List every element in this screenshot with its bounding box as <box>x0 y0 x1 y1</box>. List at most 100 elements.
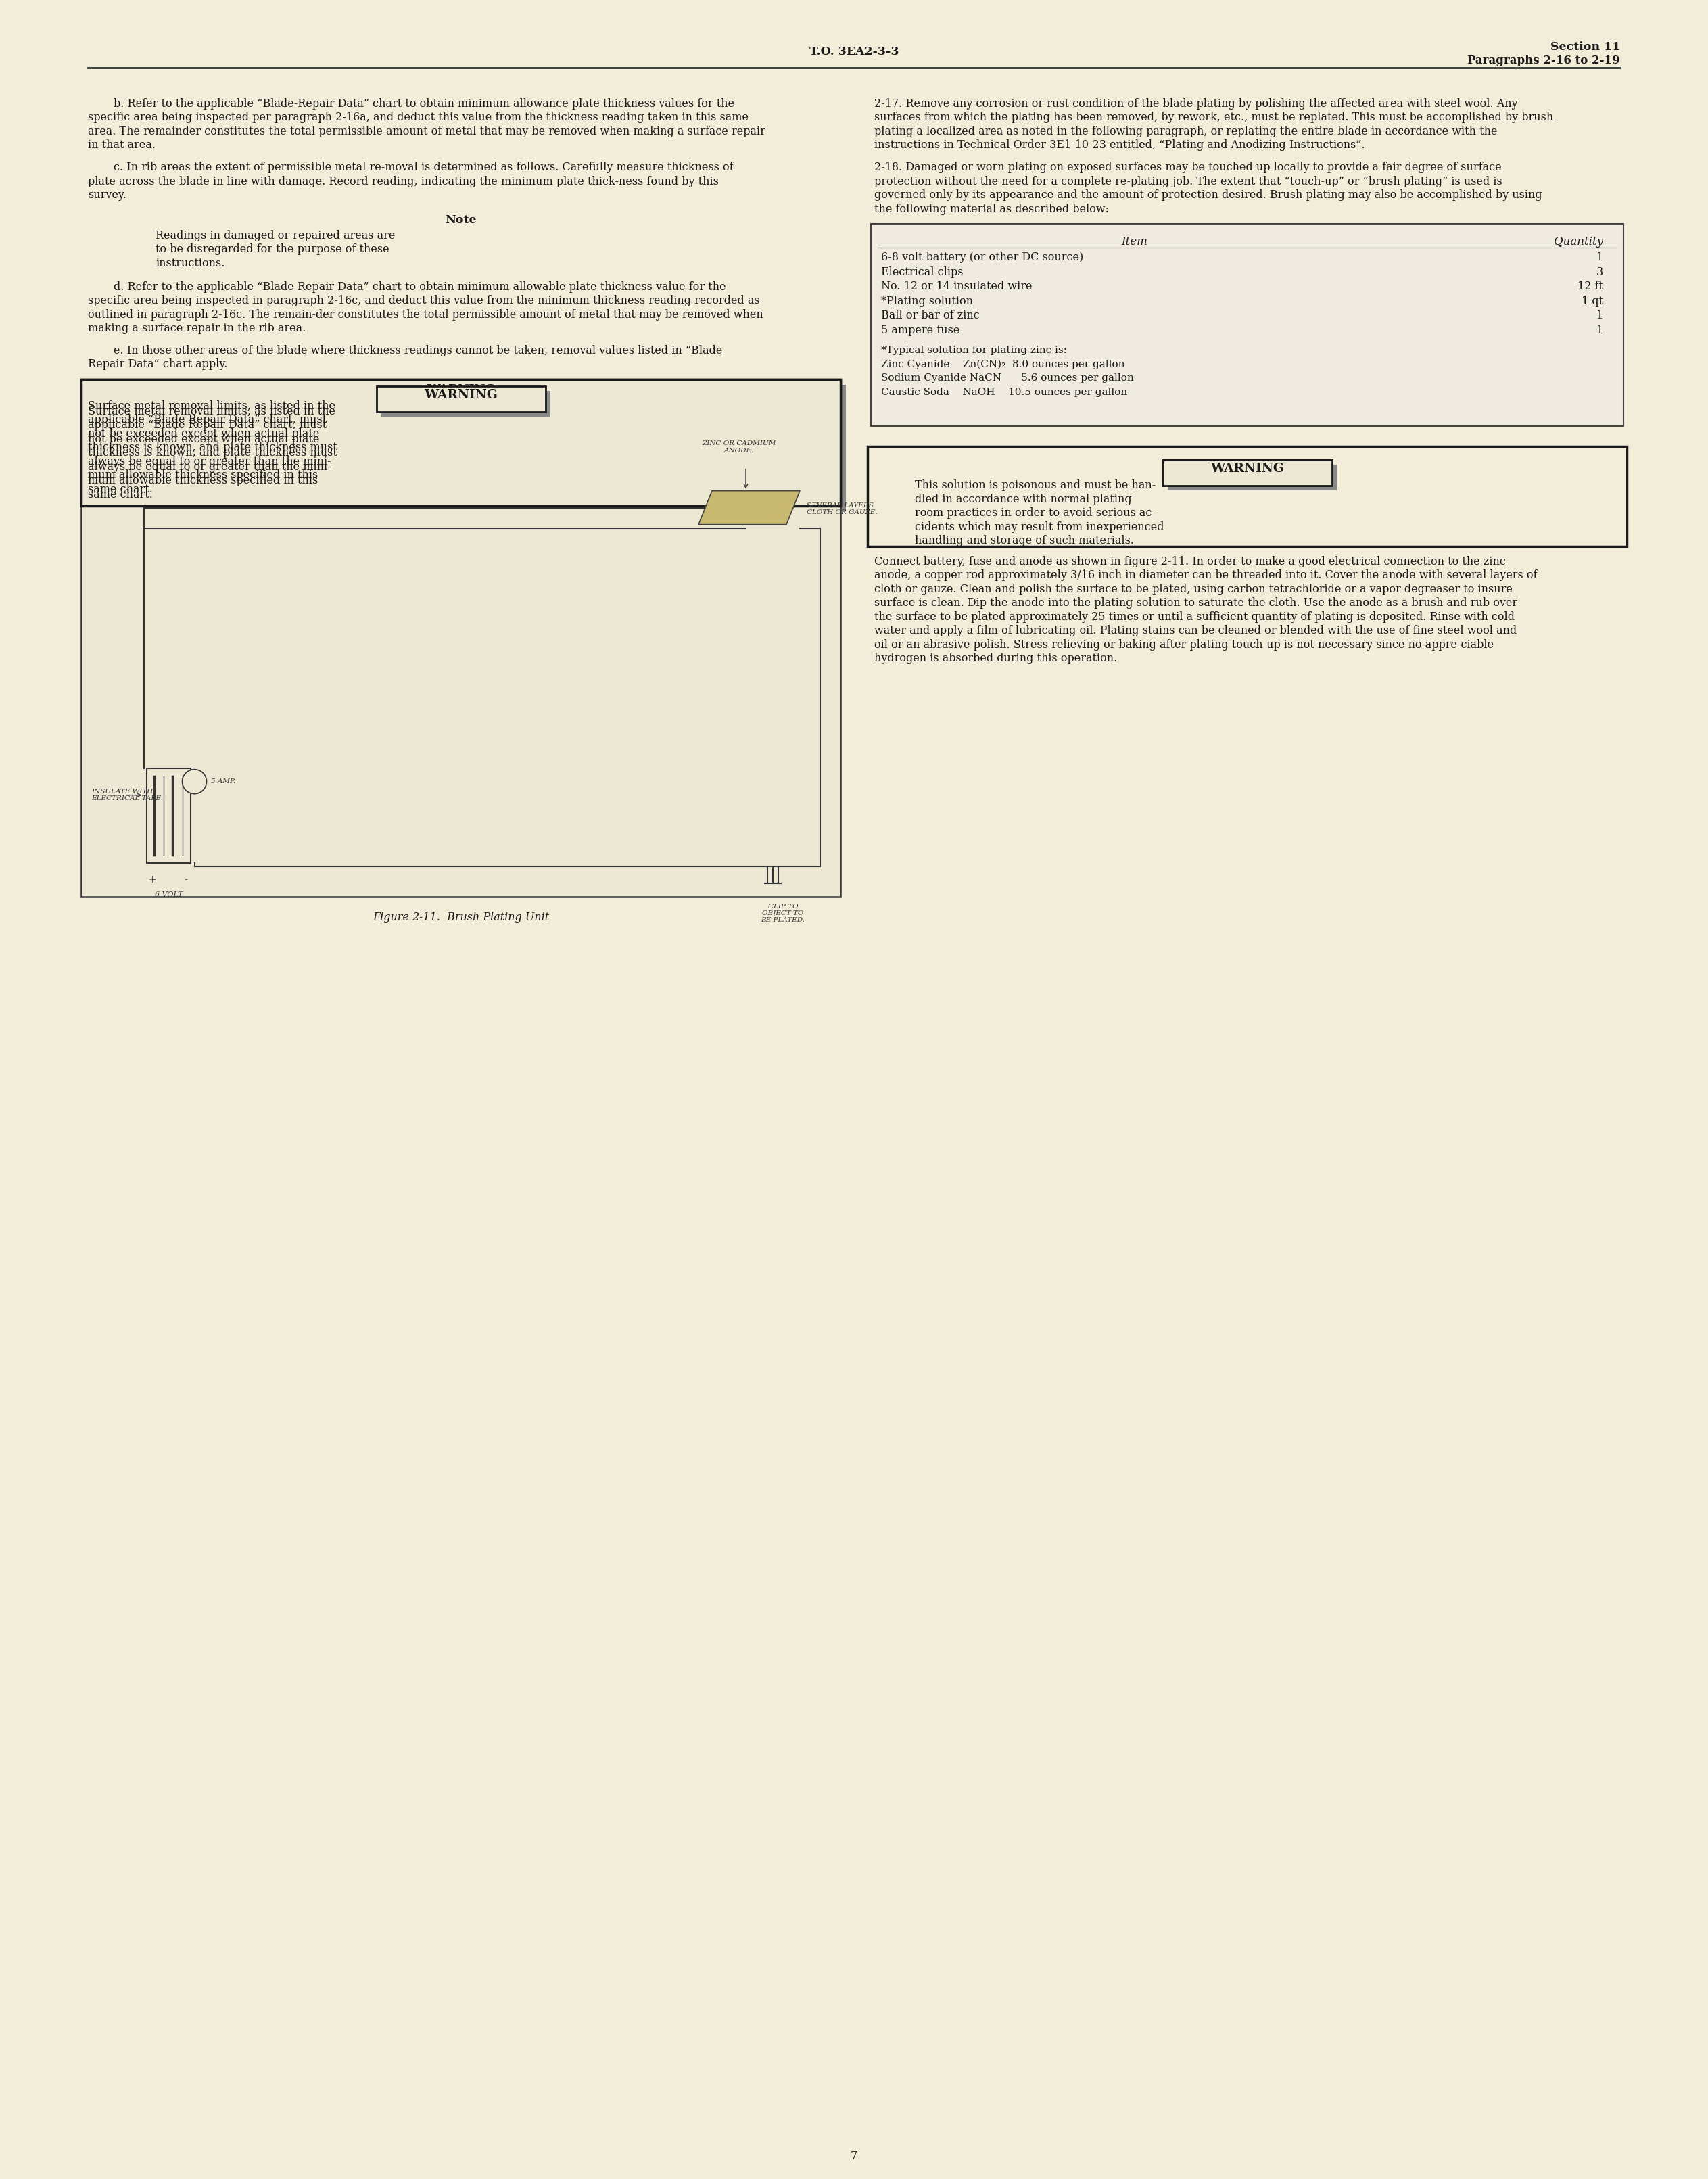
Text: 1: 1 <box>1597 251 1604 264</box>
Text: anode, a copper rod approximately 3/16 inch in diameter can be threaded into it.: anode, a copper rod approximately 3/16 i… <box>874 569 1537 582</box>
Text: CLIP TO
OBJECT TO
BE PLATED.: CLIP TO OBJECT TO BE PLATED. <box>762 904 804 924</box>
Text: same chart.: same chart. <box>87 484 152 495</box>
Text: b. Refer to the applicable “Blade-Repair Data” chart to obtain minimum allowance: b. Refer to the applicable “Blade-Repair… <box>114 98 734 109</box>
Text: 1: 1 <box>1597 309 1604 320</box>
Text: -: - <box>184 876 188 885</box>
Text: cidents which may result from inexperienced: cidents which may result from inexperien… <box>915 521 1165 532</box>
Text: This solution is poisonous and must be han-: This solution is poisonous and must be h… <box>915 479 1156 490</box>
Text: oil or an abrasive polish. Stress relieving or baking after plating touch-up is : oil or an abrasive polish. Stress reliev… <box>874 638 1494 652</box>
Text: 6-8 volt battery (or other DC source): 6-8 volt battery (or other DC source) <box>881 251 1083 264</box>
Bar <box>82 503 840 896</box>
Text: always be equal to or greater than the mini-: always be equal to or greater than the m… <box>87 462 331 473</box>
Text: mum allowable thickness specified in this: mum allowable thickness specified in thi… <box>87 475 318 486</box>
Text: instructions.: instructions. <box>155 257 225 268</box>
Text: the following material as described below:: the following material as described belo… <box>874 203 1108 216</box>
Text: d. Refer to the applicable “Blade Repair Data” chart to obtain minimum allowable: d. Refer to the applicable “Blade Repair… <box>114 281 726 292</box>
Text: 6 VOLT: 6 VOLT <box>155 891 183 898</box>
Text: 12 ft: 12 ft <box>1578 281 1604 292</box>
Text: applicable “Blade Repair Data” chart, must: applicable “Blade Repair Data” chart, mu… <box>87 414 326 425</box>
Text: Figure 2-11.  Brush Plating Unit: Figure 2-11. Brush Plating Unit <box>372 911 548 924</box>
Text: 5 AMP.: 5 AMP. <box>212 778 236 784</box>
Text: c. In rib areas the extent of permissible metal re-moval is determined as follow: c. In rib areas the extent of permissibl… <box>114 161 733 174</box>
Text: in that area.: in that area. <box>87 139 155 150</box>
Bar <box>1163 460 1332 486</box>
Text: specific area being inspected per paragraph 2-16a, and deduct this value from th: specific area being inspected per paragr… <box>87 111 748 124</box>
Bar <box>868 447 1626 547</box>
Text: to be disregarded for the purpose of these: to be disregarded for the purpose of the… <box>155 244 389 255</box>
Text: outlined in paragraph 2-16c. The remain-der constitutes the total permissible am: outlined in paragraph 2-16c. The remain-… <box>87 309 763 320</box>
Text: Electrical clips: Electrical clips <box>881 266 963 277</box>
Text: not be exceeded except when actual plate: not be exceeded except when actual plate <box>87 427 319 440</box>
Text: 1: 1 <box>1597 325 1604 336</box>
Text: WARNING: WARNING <box>427 384 495 394</box>
Text: Connect battery, fuse and anode as shown in figure 2-11. In order to make a good: Connect battery, fuse and anode as shown… <box>874 556 1506 567</box>
Text: mum allowable thickness specified in this: mum allowable thickness specified in thi… <box>87 471 318 482</box>
Text: thickness is known, and plate thickness must: thickness is known, and plate thickness … <box>87 442 336 453</box>
Text: T.O. 3EA2-3-3: T.O. 3EA2-3-3 <box>810 46 898 57</box>
Bar <box>147 767 191 863</box>
Text: Paragraphs 2-16 to 2-19: Paragraphs 2-16 to 2-19 <box>1467 54 1621 65</box>
Text: water and apply a film of lubricating oil. Plating stains can be cleaned or blen: water and apply a film of lubricating oi… <box>874 625 1517 636</box>
Text: Surface metal removal limits, as listed in the: Surface metal removal limits, as listed … <box>87 405 335 416</box>
Text: surface is clean. Dip the anode into the plating solution to saturate the cloth.: surface is clean. Dip the anode into the… <box>874 597 1517 608</box>
Text: hydrogen is absorbed during this operation.: hydrogen is absorbed during this operati… <box>874 654 1117 665</box>
Text: applicable “Blade Repair Data” chart, must: applicable “Blade Repair Data” chart, mu… <box>87 421 326 431</box>
Bar <box>381 390 550 416</box>
Text: +: + <box>149 876 157 885</box>
Text: No. 12 or 14 insulated wire: No. 12 or 14 insulated wire <box>881 281 1032 292</box>
Text: 2-18. Damaged or worn plating on exposed surfaces may be touched up locally to p: 2-18. Damaged or worn plating on exposed… <box>874 161 1501 174</box>
Text: same chart.: same chart. <box>87 488 152 501</box>
Bar <box>871 224 1624 427</box>
Circle shape <box>183 769 207 793</box>
Text: the surface to be plated approximately 25 times or until a sufficient quantity o: the surface to be plated approximately 2… <box>874 612 1515 623</box>
Text: dled in accordance with normal plating: dled in accordance with normal plating <box>915 492 1132 506</box>
Text: *Typical solution for plating zinc is:: *Typical solution for plating zinc is: <box>881 346 1068 355</box>
Text: Section 11: Section 11 <box>1551 41 1621 52</box>
Text: 5 ampere fuse: 5 ampere fuse <box>881 325 960 336</box>
Text: room practices in order to avoid serious ac-: room practices in order to avoid serious… <box>915 508 1156 519</box>
Text: instructions in Technical Order 3E1-10-23 entitled, “Plating and Anodizing Instr: instructions in Technical Order 3E1-10-2… <box>874 139 1365 150</box>
Text: Surface metal removal limits, as listed in the: Surface metal removal limits, as listed … <box>87 401 335 412</box>
Text: Caustic Soda    NaOH    10.5 ounces per gallon: Caustic Soda NaOH 10.5 ounces per gallon <box>881 388 1127 397</box>
Text: Quantity: Quantity <box>1554 235 1604 246</box>
Text: Ball or bar of zinc: Ball or bar of zinc <box>881 309 980 320</box>
Text: Zinc Cyanide    Zn(CN)₂  8.0 ounces per gallon: Zinc Cyanide Zn(CN)₂ 8.0 ounces per gall… <box>881 360 1126 368</box>
Text: area. The remainder constitutes the total permissible amount of metal that may b: area. The remainder constitutes the tota… <box>87 126 765 137</box>
Text: *Plating solution: *Plating solution <box>881 296 974 307</box>
Text: survey.: survey. <box>87 190 126 200</box>
Text: handling and storage of such materials.: handling and storage of such materials. <box>915 536 1134 547</box>
Bar <box>1167 464 1336 490</box>
Text: thickness is known, and plate thickness must: thickness is known, and plate thickness … <box>87 447 336 460</box>
Text: WARNING: WARNING <box>1211 462 1284 475</box>
Text: making a surface repair in the rib area.: making a surface repair in the rib area. <box>87 322 306 333</box>
Text: Note: Note <box>446 214 477 227</box>
Polygon shape <box>699 490 799 525</box>
Text: WARNING: WARNING <box>424 390 497 401</box>
Text: Sodium Cyanide NaCN      5.6 ounces per gallon: Sodium Cyanide NaCN 5.6 ounces per gallo… <box>881 373 1134 384</box>
Text: specific area being inspected in paragraph 2-16c, and deduct this value from the: specific area being inspected in paragra… <box>87 294 760 307</box>
Text: plating a localized area as noted in the following paragraph, or replating the e: plating a localized area as noted in the… <box>874 126 1498 137</box>
Text: plate across the blade in line with damage. Record reading, indicating the minim: plate across the blade in line with dama… <box>87 176 719 187</box>
Text: e. In those other areas of the blade where thickness readings cannot be taken, r: e. In those other areas of the blade whe… <box>114 344 722 357</box>
Text: 7: 7 <box>851 2151 857 2162</box>
Text: always be equal to or greater than the mini-: always be equal to or greater than the m… <box>87 455 331 466</box>
Bar <box>1163 460 1332 486</box>
Text: cloth or gauze. Clean and polish the surface to be plated, using carbon tetrachl: cloth or gauze. Clean and polish the sur… <box>874 584 1513 595</box>
Text: Readings in damaged or repaired areas are: Readings in damaged or repaired areas ar… <box>155 229 395 242</box>
Text: 1 qt: 1 qt <box>1582 296 1604 307</box>
Text: protection without the need for a complete re-plating job. The extent that “touc: protection without the need for a comple… <box>874 176 1503 187</box>
Text: SEVERAL LAYERS
CLOTH OR GAUZE.: SEVERAL LAYERS CLOTH OR GAUZE. <box>806 503 878 516</box>
Bar <box>87 386 845 512</box>
Bar <box>82 379 840 506</box>
Text: Repair Data” chart apply.: Repair Data” chart apply. <box>87 360 227 370</box>
Bar <box>376 386 545 412</box>
Bar <box>82 379 840 506</box>
Text: not be exceeded except when actual plate: not be exceeded except when actual plate <box>87 434 319 445</box>
Text: surfaces from which the plating has been removed, by rework, etc., must be repla: surfaces from which the plating has been… <box>874 111 1553 124</box>
Text: 2-17. Remove any corrosion or rust condition of the blade plating by polishing t: 2-17. Remove any corrosion or rust condi… <box>874 98 1518 109</box>
Text: INSULATE WITH
ELECTRICAL TAPE.: INSULATE WITH ELECTRICAL TAPE. <box>91 789 164 802</box>
Text: ZINC OR CADMIUM
ANODE.: ZINC OR CADMIUM ANODE. <box>702 440 775 453</box>
Text: governed only by its appearance and the amount of protection desired. Brush plat: governed only by its appearance and the … <box>874 190 1542 200</box>
Text: Item: Item <box>1120 235 1148 246</box>
Text: 3: 3 <box>1597 266 1604 277</box>
